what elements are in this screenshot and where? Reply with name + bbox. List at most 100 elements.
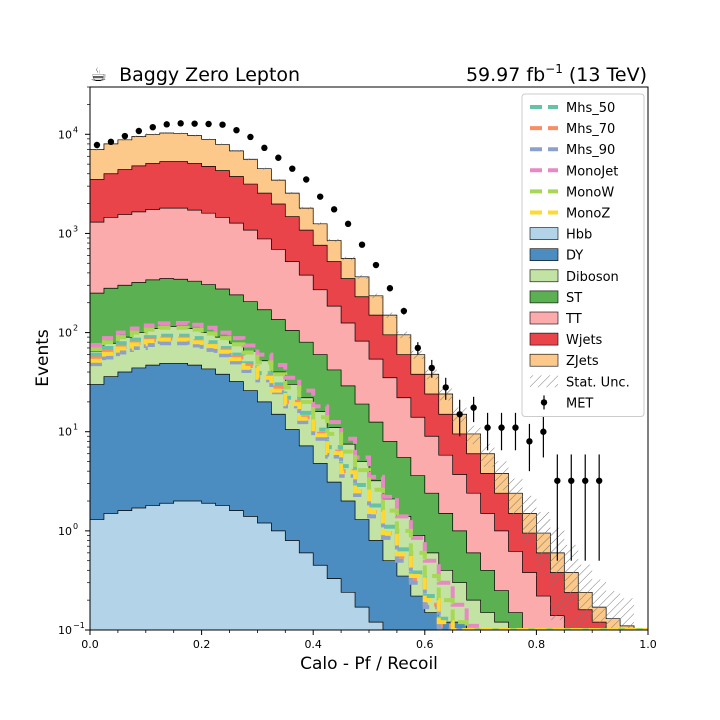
stat-unc-bin xyxy=(494,461,509,491)
luminosity-label: 59.97 fb−1 (13 TeV) xyxy=(466,62,647,86)
stat-unc-bin xyxy=(620,598,635,630)
stat-unc-bin xyxy=(159,132,174,134)
stat-unc-bin xyxy=(341,256,356,261)
legend-label: Wjets xyxy=(566,333,603,348)
stat-unc-bin xyxy=(201,138,216,141)
legend-swatch xyxy=(529,353,559,367)
met-point xyxy=(303,176,310,183)
legend-label: Stat. Unc. xyxy=(566,375,630,390)
stat-unc-bin xyxy=(285,191,300,195)
stat-unc-bin xyxy=(215,143,230,146)
met-point xyxy=(595,477,603,484)
signal-mhs_90 xyxy=(90,341,648,630)
signal-monoz xyxy=(90,337,648,630)
stat-unc-bin xyxy=(299,206,314,210)
met-point xyxy=(414,344,422,352)
y-tick-label: 10 xyxy=(58,227,72,240)
legend-label: Diboson xyxy=(566,270,619,285)
lumi-energy: (13 TeV) xyxy=(563,64,647,86)
y-tick-label: 10 xyxy=(58,525,72,538)
met-point xyxy=(219,121,226,128)
met-point xyxy=(330,206,338,213)
met-point xyxy=(149,123,156,131)
plot-area xyxy=(90,120,648,630)
signal-monow xyxy=(90,325,648,630)
met-point xyxy=(344,220,352,228)
x-axis: 0.0 0.2 0.4 0.6 0.8 1.0 xyxy=(81,630,657,651)
chart-title: ☕ Baggy Zero Lepton xyxy=(90,64,300,86)
met-point xyxy=(526,438,533,445)
legend-swatch xyxy=(529,269,559,283)
met-point xyxy=(163,121,170,128)
legend-label: Mhs_70 xyxy=(566,122,615,137)
stat-unc-bin xyxy=(606,591,621,630)
met-point xyxy=(484,424,491,431)
x-tick-label: 0.2 xyxy=(193,638,211,651)
met-point xyxy=(568,477,575,484)
x-axis-label: Calo - Pf / Recoil xyxy=(300,654,438,674)
met-point xyxy=(135,127,143,135)
y-tick-exponent: 4 xyxy=(73,125,78,134)
met-point xyxy=(400,307,408,315)
stat-unc-bin xyxy=(564,544,579,630)
signal-curves xyxy=(90,320,648,630)
met-point xyxy=(442,384,449,391)
coffee-cup-icon: ☕ xyxy=(90,64,107,86)
stat-unc-bin xyxy=(369,293,383,299)
legend: Mhs_50 Mhs_70 Mhs_90 MonoJet MonoW MonoZ Hbb DY… xyxy=(521,93,645,417)
legend-label: DY xyxy=(566,249,583,264)
met-point xyxy=(177,120,184,127)
x-tick-label: 0.4 xyxy=(304,638,322,651)
y-tick-exponent: 2 xyxy=(73,324,78,333)
stat-unc-bin xyxy=(550,527,565,620)
met-point xyxy=(93,141,101,149)
signal-mhs_50 xyxy=(90,333,648,630)
legend-swatch xyxy=(529,290,559,304)
met-point xyxy=(582,477,589,484)
legend-label: MonoW xyxy=(566,185,614,200)
stat-unc-bin xyxy=(243,158,258,161)
y-tick-exponent: 3 xyxy=(73,224,78,233)
stat-unc-bin xyxy=(131,135,146,138)
y-tick-label: 10 xyxy=(58,327,72,340)
met-point xyxy=(275,154,282,161)
met-point xyxy=(247,133,254,141)
stat-unc-bin xyxy=(355,274,369,279)
lumi-exponent: −1 xyxy=(545,62,563,76)
legend-swatch xyxy=(530,375,558,388)
legend-label: ZJets xyxy=(566,354,599,369)
met-point xyxy=(554,477,561,484)
stat-unc-bin xyxy=(90,148,104,151)
legend-label: MET xyxy=(566,396,593,411)
stat-unc-bin xyxy=(173,132,188,135)
y-tick-exponent: 1 xyxy=(73,423,78,432)
met-point xyxy=(498,424,505,431)
met-data-points xyxy=(93,120,603,561)
x-tick-label: 0.0 xyxy=(81,638,99,651)
y-tick-exponent: −1 xyxy=(73,621,85,630)
legend-label: Hbb xyxy=(566,228,592,243)
stat-unc-bin xyxy=(536,512,551,576)
stat-unc-bin xyxy=(522,495,537,544)
y-tick-label: 10 xyxy=(58,128,72,141)
met-point xyxy=(540,428,547,435)
met-point xyxy=(386,285,394,292)
stat-unc-bin xyxy=(466,425,481,445)
stat-unc-bin xyxy=(313,222,328,226)
stat-unc-bin xyxy=(145,133,160,136)
stat-unc-bin xyxy=(271,179,286,182)
legend-label: ST xyxy=(566,291,582,306)
svg-text:☕ Baggy Zero Lepton: ☕ Baggy Zero Lepton xyxy=(90,64,300,86)
met-point xyxy=(261,144,268,152)
chart-title-text: Baggy Zero Lepton xyxy=(119,64,300,86)
met-point xyxy=(372,261,380,269)
met-point xyxy=(512,424,519,431)
x-tick-label: 0.8 xyxy=(528,638,546,651)
stat-unc-bin xyxy=(508,478,523,516)
met-point xyxy=(121,132,129,140)
met-point xyxy=(205,120,212,128)
met-point xyxy=(107,138,115,146)
met-point xyxy=(191,120,198,127)
met-point xyxy=(428,364,435,372)
